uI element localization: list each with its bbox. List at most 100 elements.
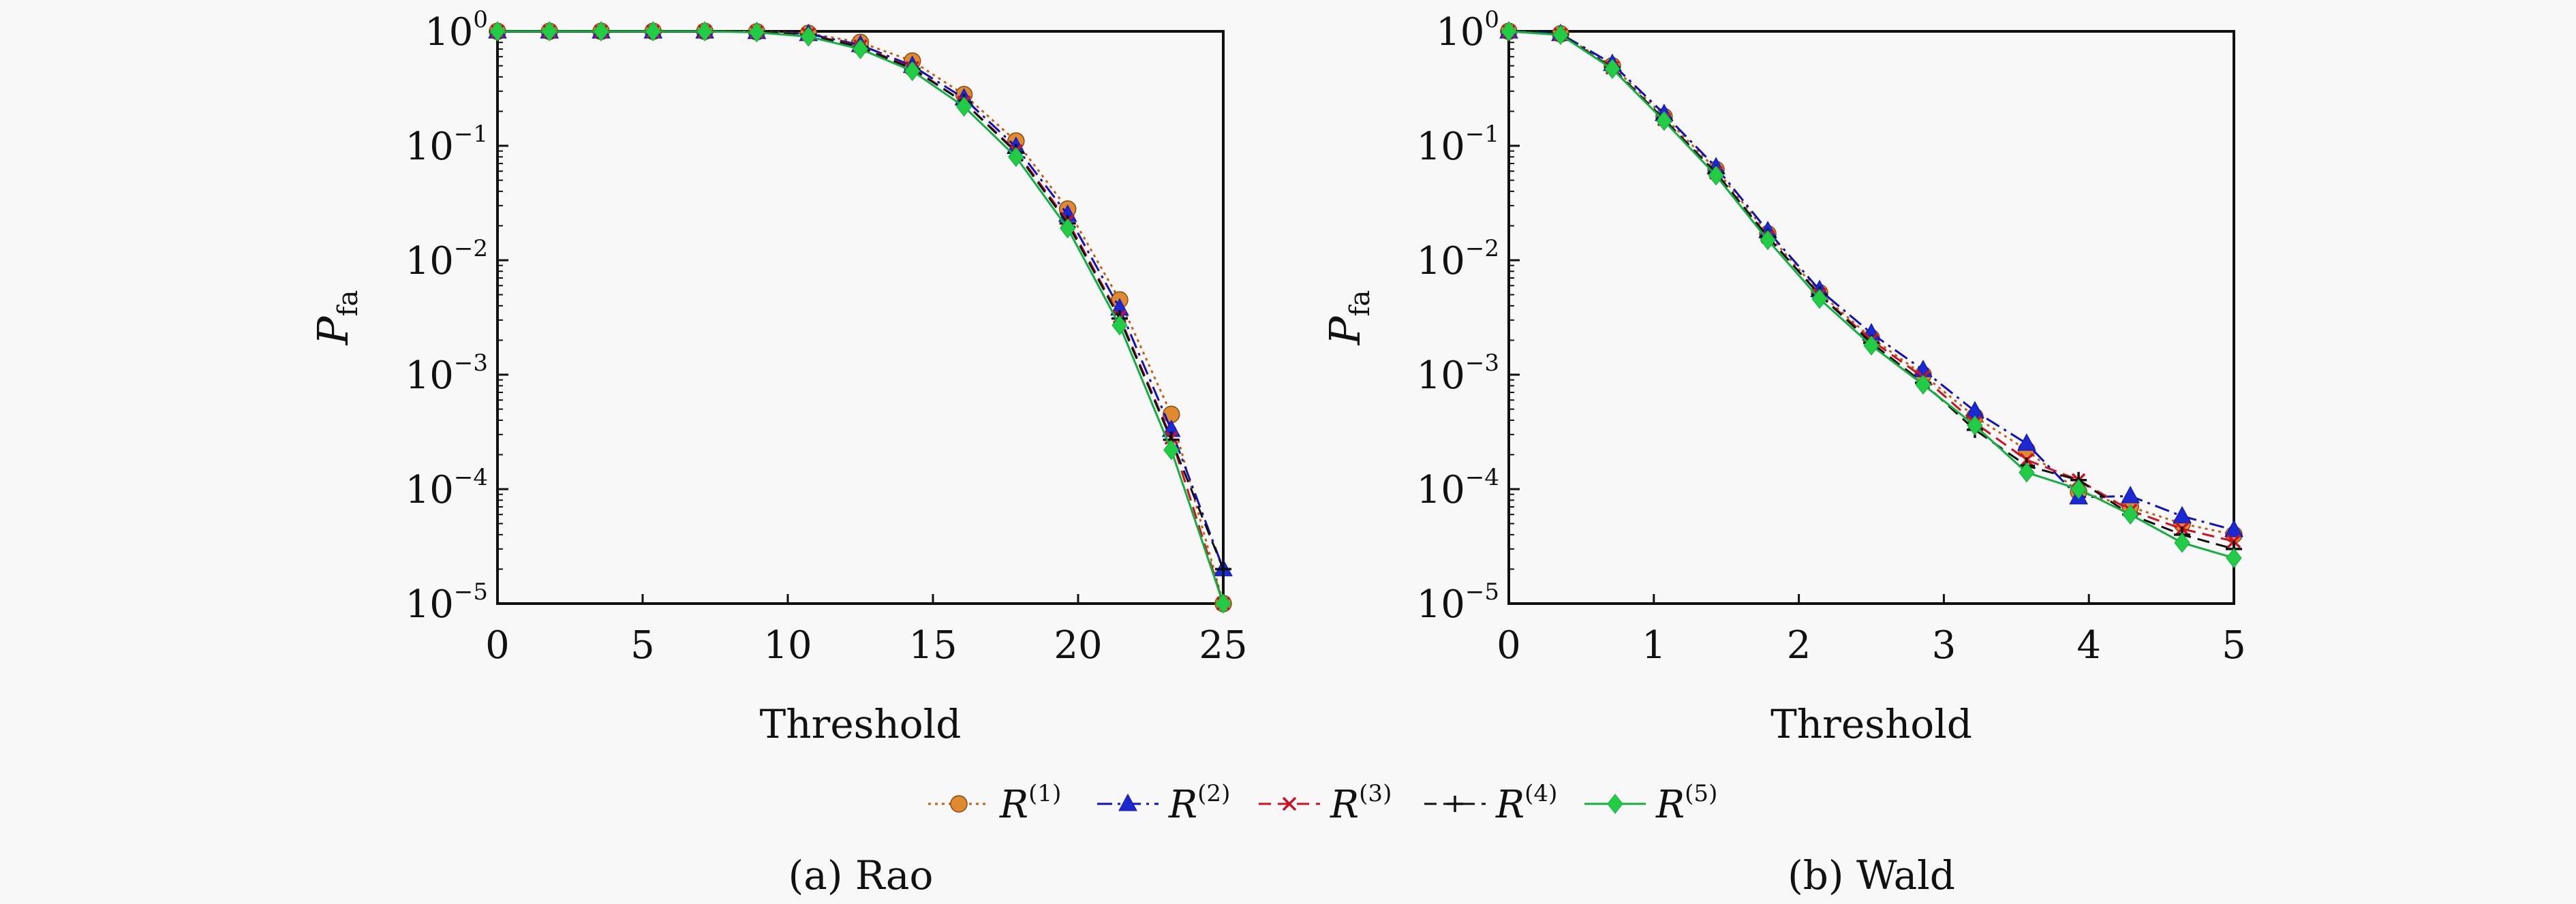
x-tick-label: 20: [1054, 623, 1102, 668]
y-tick-base: 10: [1436, 10, 1484, 54]
legend-entry-3: R(3): [1259, 780, 1392, 827]
series-5-marker: [489, 21, 506, 42]
x-tick-label: 5: [2222, 623, 2246, 668]
y-tick-exp: −5: [1465, 578, 1499, 606]
series-5-marker: [2122, 504, 2138, 525]
y-tick-base: 10: [405, 354, 454, 398]
x-tick-label: 1: [1642, 623, 1666, 668]
plot-frame: [1507, 30, 2235, 605]
legend-marker-5: [1607, 794, 1623, 814]
legend-sup: (4): [1524, 780, 1557, 807]
x-tick-label: 4: [2076, 623, 2101, 668]
x-tick-label: 0: [1497, 623, 1521, 668]
series-5-marker: [541, 21, 557, 42]
y-tick-base: 10: [1417, 354, 1465, 398]
series-5-marker: [1111, 315, 1128, 336]
y-tick-label: 10−5: [1417, 578, 1499, 627]
x-tick-label: 2: [1787, 623, 1811, 668]
series-1-line: [1508, 30, 2235, 536]
series-5-line: [497, 30, 1225, 604]
panel-caption: (b) Wald: [1788, 852, 1955, 899]
legend-sup: (2): [1197, 780, 1230, 807]
series-5-marker: [1552, 25, 1569, 46]
legend-label-4: R(4): [1495, 780, 1557, 827]
series-5-marker: [696, 21, 713, 42]
series-5-marker: [1604, 59, 1621, 79]
series-4: [1501, 23, 2242, 557]
y-tick-exp: −1: [1465, 121, 1499, 148]
y-tick-label: 100: [1436, 6, 1499, 54]
legend-entry-5: R(5): [1584, 780, 1717, 827]
y-tick-base: 10: [1417, 468, 1465, 512]
y-label-base: P: [1320, 315, 1370, 345]
series-5-marker: [748, 22, 765, 43]
y-tick-base: 10: [405, 582, 454, 627]
y-tick-exp: −3: [454, 349, 488, 377]
y-tick-exp: 0: [1484, 6, 1499, 33]
legend: R(1) R(2) R(3) R(4) R(5): [928, 780, 1717, 827]
legend-entry-2: R(2): [1097, 780, 1230, 827]
legend-base: R: [1168, 783, 1197, 827]
x-tick-label: 5: [630, 623, 655, 668]
series-5-marker: [1656, 110, 1672, 131]
x-tick-label: 10: [763, 623, 812, 668]
x-tick-label: 15: [908, 623, 957, 668]
series-2-marker: [1914, 359, 1933, 377]
legend-entry-1: R(1): [928, 780, 1061, 827]
series-5-line: [1508, 30, 2235, 559]
legend-label-5: R(5): [1655, 780, 1717, 827]
y-label-sub: fa: [1345, 290, 1376, 317]
series-2-marker: [2017, 433, 2036, 451]
series-5-marker: [1060, 218, 1076, 238]
legend-label-1: R(1): [999, 780, 1061, 827]
y-tick-base: 10: [405, 125, 454, 169]
panel-caption: (a) Rao: [788, 852, 934, 899]
legend-marker-3: [1282, 796, 1297, 811]
legend-marker-2: [1118, 793, 1137, 811]
y-tick-label: 10−4: [405, 464, 488, 512]
legend-sup: (3): [1359, 780, 1392, 807]
y-label-base: P: [308, 315, 358, 345]
y-tick-exp: −2: [454, 235, 488, 262]
legend-sup: (1): [1028, 780, 1061, 807]
y-tick-label: 10−3: [1417, 349, 1499, 398]
legend-label-3: R(3): [1330, 780, 1392, 827]
series-4-line: [1508, 30, 2235, 550]
x-tick-label: 0: [485, 623, 510, 668]
x-tick-label: 3: [1932, 623, 1957, 668]
y-tick-base: 10: [405, 239, 454, 283]
legend-sup: (5): [1685, 780, 1717, 807]
series-5: [489, 21, 1231, 614]
y-tick-label: 10−2: [405, 235, 488, 283]
y-tick-exp: 0: [473, 6, 488, 33]
y-tick-label: 10−4: [1417, 464, 1499, 512]
legend-base: R: [999, 783, 1028, 827]
series-5-marker: [800, 26, 816, 47]
y-tick-label: 10−2: [1417, 235, 1499, 283]
series-5-marker: [593, 21, 609, 42]
plot-frame: [496, 30, 1225, 605]
y-axis-label: Pfa: [308, 290, 364, 345]
series-5-marker: [1760, 230, 1776, 251]
y-tick-exp: −5: [454, 578, 488, 606]
series-5-marker: [1501, 21, 1517, 42]
series-2-marker: [2121, 486, 2140, 503]
y-tick-exp: −3: [1465, 349, 1499, 377]
y-tick-exp: −4: [1465, 464, 1499, 491]
series-2-marker: [2224, 519, 2243, 537]
series-5-marker: [852, 39, 869, 59]
series-3: [1501, 24, 2241, 548]
series-5-marker: [1967, 415, 1983, 436]
series-2-marker: [2173, 505, 2192, 524]
legend-base: R: [1655, 783, 1685, 827]
series-5-marker: [1708, 165, 1724, 186]
y-tick-base: 10: [1417, 582, 1465, 627]
series-2-line: [1508, 30, 2235, 531]
y-tick-base: 10: [1417, 239, 1465, 283]
y-tick-base: 10: [1417, 125, 1465, 169]
series-4-marker: [1215, 561, 1231, 578]
series-5-marker: [1811, 288, 1828, 309]
y-label-sub: fa: [333, 290, 364, 317]
series-5: [1501, 21, 2242, 568]
